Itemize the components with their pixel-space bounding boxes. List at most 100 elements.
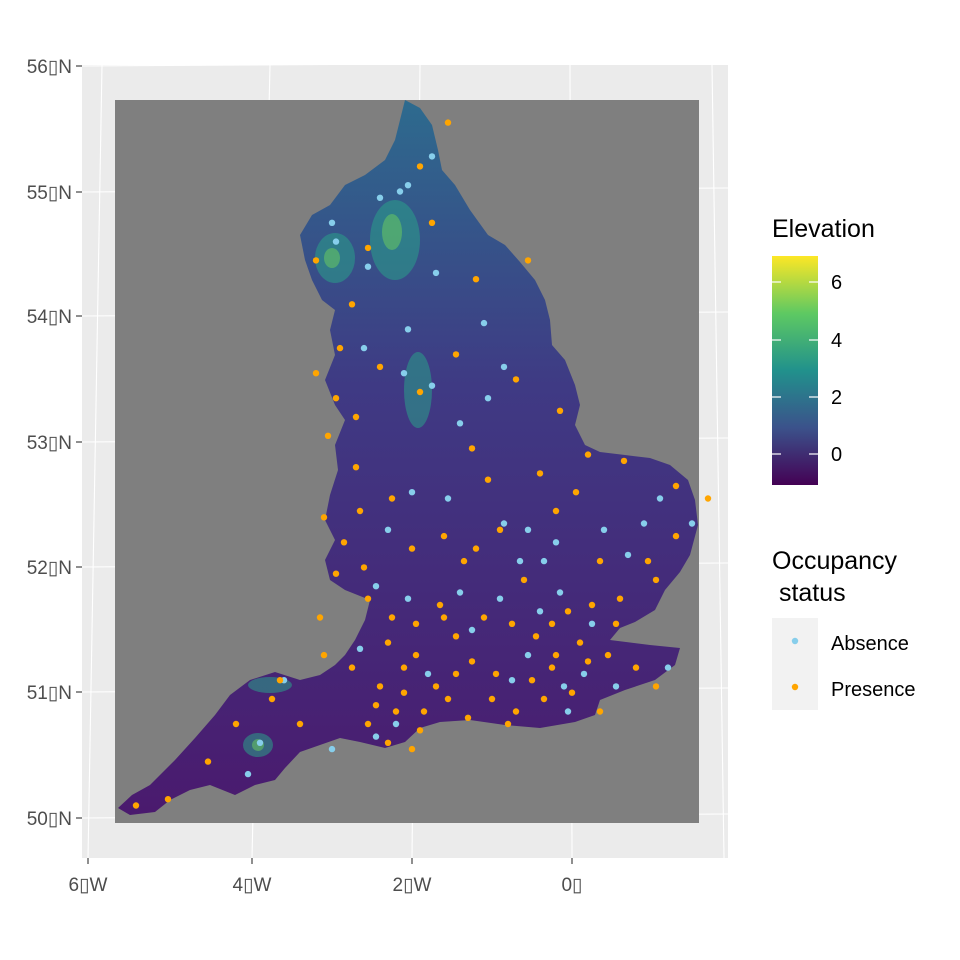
occupancy-legend-title-line1: Occupancy <box>772 547 898 575</box>
presence-point <box>504 720 512 728</box>
absence-point <box>600 526 608 533</box>
presence-point <box>528 677 536 684</box>
lat-label-51: 51▯N <box>27 683 72 704</box>
absence-point <box>496 595 504 602</box>
presence-point <box>632 664 640 671</box>
presence-point <box>364 595 372 602</box>
presence-point <box>444 695 452 703</box>
presence-point <box>360 564 368 571</box>
absence-point <box>372 733 380 740</box>
absence-point <box>484 395 492 402</box>
presence-point <box>340 539 348 546</box>
presence-point <box>384 639 392 646</box>
presence-point <box>276 677 284 684</box>
presence-point <box>484 476 492 483</box>
graticule-lat-56 <box>82 65 333 67</box>
absence-point <box>656 495 664 502</box>
presence-point <box>652 576 660 584</box>
absence-point <box>536 608 544 615</box>
presence-point <box>536 470 544 477</box>
lon-label-4w: 4▯W <box>233 875 272 896</box>
absence-point <box>360 344 368 352</box>
presence-point <box>428 219 436 226</box>
elevation-tick-label-2: 2 <box>831 387 842 409</box>
absence-point <box>480 319 488 327</box>
presence-point <box>548 620 556 627</box>
elevation-tick-label-0: 0 <box>831 444 842 466</box>
presence-point <box>452 351 460 358</box>
absence-point <box>500 520 508 527</box>
presence-point <box>496 526 504 533</box>
presence-point <box>408 745 416 753</box>
presence-point <box>576 639 584 646</box>
presence-point <box>348 664 356 671</box>
absence-point <box>356 645 364 652</box>
absence-point <box>328 219 336 226</box>
elevation-colorbar <box>772 256 818 485</box>
presence-point <box>556 407 564 414</box>
presence-point <box>596 557 604 565</box>
presence-point <box>508 620 516 627</box>
peak-lakeland <box>324 248 340 268</box>
presence-point <box>452 670 460 678</box>
elevation-colorbar-ticks <box>772 281 818 455</box>
presence-point <box>472 545 480 552</box>
presence-point <box>552 651 560 659</box>
absence-point <box>612 683 620 690</box>
lat-label-54: 54▯N <box>27 307 72 328</box>
presence-point <box>488 695 496 703</box>
presence-point <box>416 727 424 734</box>
presence-point <box>388 495 396 502</box>
presence-point <box>376 363 384 371</box>
absence-point <box>364 263 372 270</box>
absence-point <box>404 326 412 333</box>
presence-point <box>364 244 372 252</box>
presence-point <box>524 257 532 264</box>
presence-point <box>512 708 520 715</box>
axis-ticks <box>76 65 573 864</box>
presence-point <box>444 119 452 126</box>
latitude-labels: 56▯N 55▯N 54▯N 53▯N 52▯N 51▯N 50▯N <box>27 57 72 830</box>
presence-point <box>348 301 356 308</box>
presence-point <box>492 670 500 678</box>
absence-point <box>424 670 432 678</box>
presence-point <box>532 633 540 640</box>
absence-point <box>408 489 416 496</box>
presence-point <box>316 614 324 621</box>
presence-point <box>652 683 660 690</box>
absence-points-layer <box>244 153 696 778</box>
presence-point <box>324 432 332 439</box>
presence-point <box>408 545 416 552</box>
presence-point <box>520 576 528 584</box>
absence-point <box>376 194 384 201</box>
presence-point <box>336 344 344 352</box>
lat-label-56: 56▯N <box>27 57 72 78</box>
occupancy-legend: Occupancy status Absence Presence <box>772 547 916 710</box>
presence-point <box>416 163 424 170</box>
graticule-lon-6w <box>87 65 103 858</box>
presence-point <box>352 413 360 421</box>
absence-point <box>688 520 696 527</box>
presence-point <box>372 702 380 709</box>
absence-point <box>508 677 516 684</box>
absence-point <box>516 557 524 565</box>
absence-point <box>392 720 400 728</box>
presence-point <box>132 802 140 809</box>
legend-key-absence <box>791 637 799 645</box>
presence-point <box>412 651 420 659</box>
absence-point <box>556 589 564 596</box>
presence-point <box>620 457 628 465</box>
presence-point <box>384 739 392 746</box>
lon-label-2w: 2▯W <box>393 875 432 896</box>
absence-point <box>444 495 452 502</box>
presence-point <box>400 689 408 696</box>
presence-point <box>312 370 320 377</box>
presence-point <box>568 689 576 696</box>
presence-point <box>432 683 440 690</box>
presence-point <box>416 388 424 396</box>
presence-point <box>400 664 408 671</box>
elevation-legend: Elevation 6 4 2 0 <box>772 215 875 485</box>
presence-point <box>388 614 396 621</box>
absence-point <box>384 526 392 533</box>
absence-point <box>428 382 436 389</box>
